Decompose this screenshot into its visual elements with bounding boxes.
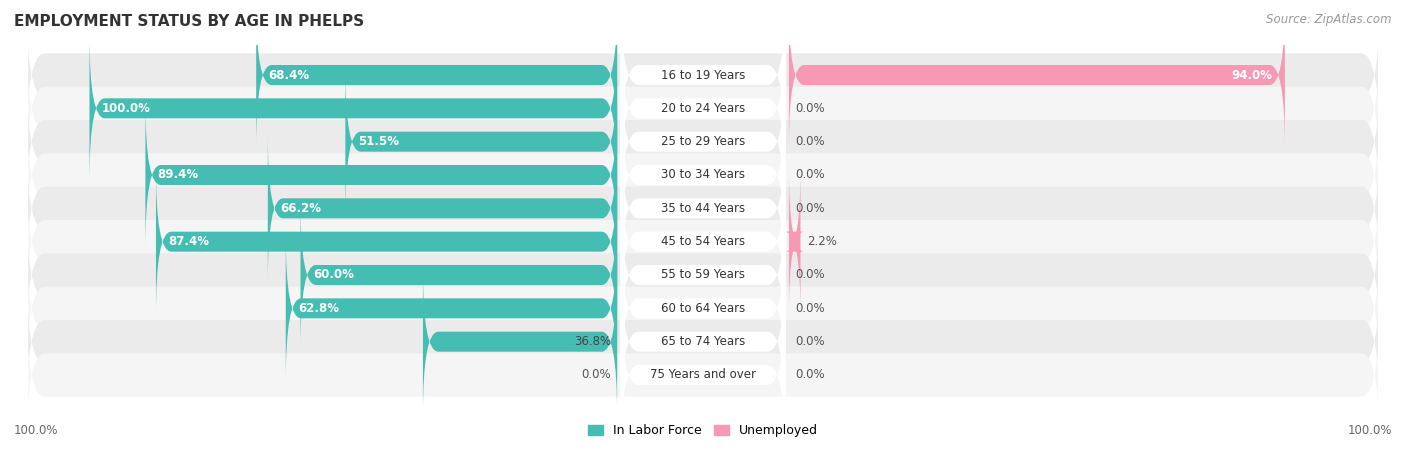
Text: 65 to 74 Years: 65 to 74 Years xyxy=(661,335,745,348)
Text: 100.0%: 100.0% xyxy=(101,102,150,115)
Text: 0.0%: 0.0% xyxy=(794,302,825,315)
FancyBboxPatch shape xyxy=(346,68,617,215)
Text: 36.8%: 36.8% xyxy=(574,335,612,348)
Text: 75 Years and over: 75 Years and over xyxy=(650,369,756,382)
FancyBboxPatch shape xyxy=(156,168,617,315)
FancyBboxPatch shape xyxy=(620,252,786,432)
FancyBboxPatch shape xyxy=(267,135,617,282)
Text: 100.0%: 100.0% xyxy=(14,423,59,436)
Text: 0.0%: 0.0% xyxy=(794,369,825,382)
Text: 20 to 24 Years: 20 to 24 Years xyxy=(661,102,745,115)
FancyBboxPatch shape xyxy=(620,118,786,298)
FancyBboxPatch shape xyxy=(301,202,617,348)
FancyBboxPatch shape xyxy=(620,0,786,165)
Text: 87.4%: 87.4% xyxy=(169,235,209,248)
Text: 68.4%: 68.4% xyxy=(269,68,309,81)
Text: EMPLOYMENT STATUS BY AGE IN PHELPS: EMPLOYMENT STATUS BY AGE IN PHELPS xyxy=(14,14,364,28)
FancyBboxPatch shape xyxy=(27,0,1379,153)
Text: 0.0%: 0.0% xyxy=(794,269,825,282)
FancyBboxPatch shape xyxy=(620,285,786,450)
Text: 2.2%: 2.2% xyxy=(807,235,837,248)
Text: 100.0%: 100.0% xyxy=(1347,423,1392,436)
Text: 0.0%: 0.0% xyxy=(794,168,825,181)
Text: 0.0%: 0.0% xyxy=(794,102,825,115)
Text: 35 to 44 Years: 35 to 44 Years xyxy=(661,202,745,215)
Text: 0.0%: 0.0% xyxy=(794,202,825,215)
Text: 0.0%: 0.0% xyxy=(581,369,612,382)
FancyBboxPatch shape xyxy=(620,218,786,398)
FancyBboxPatch shape xyxy=(145,102,617,248)
Text: 45 to 54 Years: 45 to 54 Years xyxy=(661,235,745,248)
FancyBboxPatch shape xyxy=(285,235,617,382)
Text: 25 to 29 Years: 25 to 29 Years xyxy=(661,135,745,148)
Text: 60 to 64 Years: 60 to 64 Years xyxy=(661,302,745,315)
Text: 89.4%: 89.4% xyxy=(157,168,198,181)
Text: 30 to 34 Years: 30 to 34 Years xyxy=(661,168,745,181)
FancyBboxPatch shape xyxy=(620,85,786,265)
FancyBboxPatch shape xyxy=(620,152,786,332)
Text: 0.0%: 0.0% xyxy=(794,335,825,348)
Text: Source: ZipAtlas.com: Source: ZipAtlas.com xyxy=(1267,14,1392,27)
FancyBboxPatch shape xyxy=(90,35,617,182)
FancyBboxPatch shape xyxy=(27,197,1379,353)
FancyBboxPatch shape xyxy=(27,63,1379,220)
FancyBboxPatch shape xyxy=(423,268,617,415)
FancyBboxPatch shape xyxy=(620,185,786,365)
Text: 55 to 59 Years: 55 to 59 Years xyxy=(661,269,745,282)
FancyBboxPatch shape xyxy=(27,230,1379,387)
Text: 0.0%: 0.0% xyxy=(794,135,825,148)
Text: 66.2%: 66.2% xyxy=(280,202,321,215)
FancyBboxPatch shape xyxy=(27,97,1379,253)
Text: 94.0%: 94.0% xyxy=(1232,68,1272,81)
FancyBboxPatch shape xyxy=(785,168,804,315)
Text: 16 to 19 Years: 16 to 19 Years xyxy=(661,68,745,81)
Text: 51.5%: 51.5% xyxy=(357,135,399,148)
FancyBboxPatch shape xyxy=(27,163,1379,320)
FancyBboxPatch shape xyxy=(27,263,1379,420)
Text: 60.0%: 60.0% xyxy=(312,269,354,282)
Legend: In Labor Force, Unemployed: In Labor Force, Unemployed xyxy=(583,419,823,442)
FancyBboxPatch shape xyxy=(789,2,1285,149)
FancyBboxPatch shape xyxy=(27,30,1379,187)
FancyBboxPatch shape xyxy=(27,297,1379,450)
Text: 62.8%: 62.8% xyxy=(298,302,339,315)
FancyBboxPatch shape xyxy=(27,130,1379,287)
FancyBboxPatch shape xyxy=(256,2,617,149)
FancyBboxPatch shape xyxy=(620,52,786,232)
FancyBboxPatch shape xyxy=(620,18,786,198)
